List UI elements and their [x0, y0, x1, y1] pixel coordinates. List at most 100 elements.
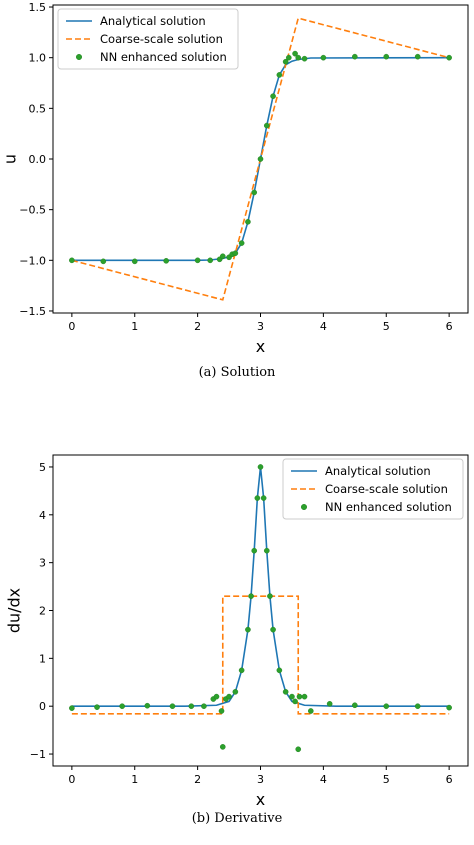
- data-point: [276, 72, 283, 78]
- legend-marker: [75, 54, 82, 61]
- data-point: [218, 708, 225, 714]
- data-point: [238, 667, 245, 674]
- data-point: [446, 54, 452, 61]
- x-tick-label: 1: [131, 320, 138, 333]
- y-tick-label: 2: [39, 605, 46, 618]
- x-axis-label: x: [256, 337, 265, 356]
- data-point: [94, 704, 100, 710]
- data-point: [131, 258, 138, 265]
- chart-1: 0 1 2 3 4 5 6 −1.5 −1.0 −0.5 0.0 0.5 1.0 1.5 x u Analyti…: [1, 1, 469, 380]
- y-tick-label: −1.5: [19, 305, 46, 318]
- data-point: [282, 58, 289, 65]
- legend-label: Coarse-scale solution: [100, 32, 223, 46]
- data-point: [326, 701, 333, 707]
- data-point: [69, 705, 75, 711]
- data-point: [254, 495, 261, 501]
- data-point: [383, 53, 390, 60]
- figure-caption: (a) Solution: [199, 365, 276, 380]
- data-point: [446, 704, 452, 711]
- x-tick-label: 2: [194, 773, 201, 786]
- y-tick-label: 0.5: [29, 102, 47, 115]
- y-tick-label: 0: [39, 700, 46, 713]
- data-point: [248, 593, 254, 599]
- x-tick-label: 0: [68, 320, 75, 333]
- data-point: [245, 626, 251, 633]
- legend-box: [282, 458, 464, 520]
- data-point: [169, 703, 176, 709]
- x-tick-label: 4: [320, 773, 327, 786]
- data-point: [201, 703, 207, 709]
- data-point: [226, 693, 232, 700]
- series-line-coarse-scale-solution: [71, 595, 450, 715]
- x-tick-label: 3: [257, 320, 264, 333]
- data-point: [414, 53, 421, 60]
- data-point: [257, 464, 264, 470]
- x-tick-label: 3: [257, 773, 264, 786]
- data-point: [194, 257, 201, 264]
- y-tick-label: 1.0: [29, 52, 47, 65]
- data-point: [213, 693, 220, 700]
- figure-caption: (b) Derivative: [192, 811, 283, 826]
- series-2-markers: [69, 50, 452, 265]
- data-point: [292, 50, 298, 57]
- data-point: [308, 708, 314, 714]
- data-point: [263, 547, 270, 554]
- data-point: [267, 593, 273, 599]
- data-point: [219, 744, 226, 750]
- data-point: [251, 189, 258, 196]
- data-point: [301, 693, 308, 700]
- x-tick-label: 4: [320, 320, 327, 333]
- legend-label: Analytical solution: [100, 14, 206, 28]
- y-tick-label: 3: [39, 557, 46, 570]
- y-tick-label: −1: [30, 748, 46, 761]
- data-point: [245, 219, 251, 225]
- y-axis-label: du/dx: [5, 588, 24, 633]
- data-point: [296, 693, 303, 700]
- data-point: [251, 547, 258, 554]
- data-point: [282, 689, 289, 695]
- data-point: [320, 54, 327, 61]
- legend-label: NN enhanced solution: [100, 50, 227, 64]
- y-axis-label: u: [1, 154, 20, 164]
- legend-label: Analytical solution: [325, 464, 431, 478]
- data-point: [260, 495, 267, 501]
- data-point: [232, 250, 239, 257]
- series-2-markers: [69, 464, 452, 753]
- data-point: [352, 702, 358, 709]
- data-point: [238, 240, 245, 246]
- legend: Analytical solution Coarse-scale solution…: [57, 8, 239, 70]
- data-point: [289, 693, 295, 700]
- plot-area: [69, 464, 452, 753]
- y-tick-label: −0.5: [19, 204, 46, 217]
- x-tick-label: 5: [383, 773, 390, 786]
- y-tick-label: 5: [39, 461, 46, 474]
- y-tick-label: 4: [39, 509, 46, 522]
- x-tick-label: 0: [68, 773, 75, 786]
- data-point: [270, 626, 276, 633]
- data-point: [69, 257, 75, 264]
- data-point: [383, 703, 390, 709]
- y-tick-label: 0.0: [29, 153, 47, 166]
- data-point: [163, 258, 169, 264]
- x-axis-label: x: [256, 790, 265, 809]
- y-tick-label: 1.5: [29, 1, 47, 14]
- x-tick-label: 1: [131, 773, 138, 786]
- legend-label: NN enhanced solution: [325, 500, 452, 514]
- data-point: [207, 257, 213, 264]
- plot-area: [69, 17, 452, 301]
- x-tick-label: 5: [383, 320, 390, 333]
- x-tick-label: 6: [446, 320, 453, 333]
- data-point: [144, 702, 151, 709]
- y-tick-label: −1.0: [19, 254, 46, 267]
- data-point: [257, 156, 264, 162]
- x-tick-label: 2: [194, 320, 201, 333]
- data-point: [292, 698, 298, 705]
- data-point: [295, 54, 302, 61]
- data-point: [270, 93, 276, 99]
- chart-2: 0 1 2 3 4 5 6 −1 0 1 2 3 4 5 x du/dx Analytical solution…: [5, 454, 469, 826]
- data-point: [100, 258, 107, 265]
- data-point: [352, 53, 358, 60]
- legend: Analytical solution Coarse-scale solution…: [282, 458, 464, 520]
- y-tick-label: 1: [39, 652, 46, 665]
